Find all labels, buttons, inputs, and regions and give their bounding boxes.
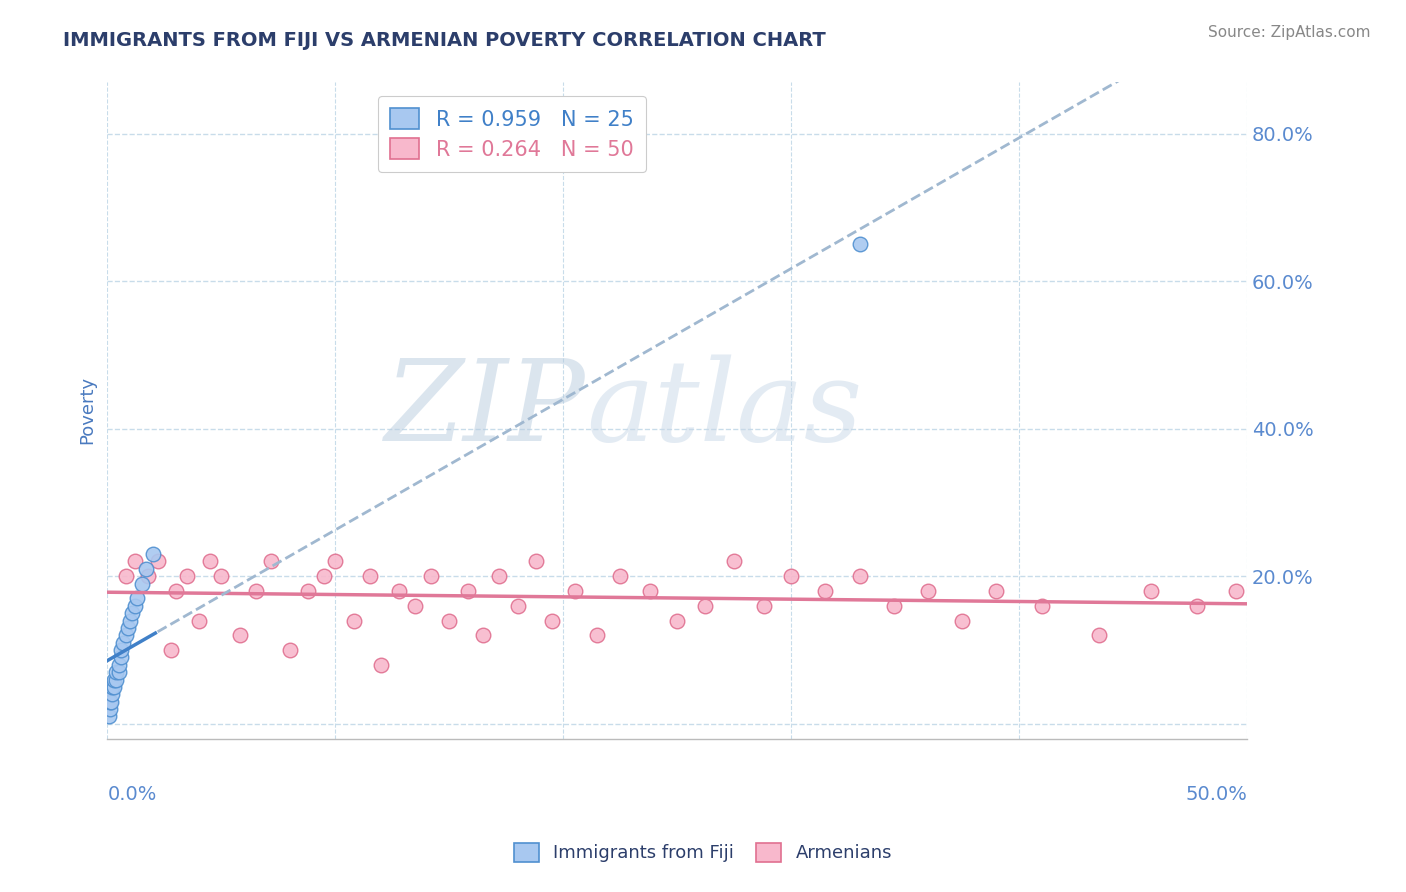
Point bbox=[98, 702, 121, 716]
Point bbox=[609, 569, 631, 583]
Point bbox=[986, 584, 1008, 599]
Point bbox=[260, 554, 283, 568]
Point bbox=[1225, 584, 1247, 599]
Point bbox=[917, 584, 939, 599]
Point bbox=[165, 584, 187, 599]
Text: 0.0%: 0.0% bbox=[107, 785, 156, 804]
Point bbox=[114, 569, 136, 583]
Point bbox=[297, 584, 319, 599]
Point bbox=[187, 614, 209, 628]
Point bbox=[97, 709, 120, 723]
Point bbox=[101, 687, 124, 701]
Point bbox=[1088, 628, 1111, 642]
Point bbox=[107, 665, 129, 680]
Point bbox=[780, 569, 803, 583]
Point bbox=[146, 554, 169, 568]
Text: ZIP: ZIP bbox=[385, 355, 586, 466]
Point bbox=[114, 628, 136, 642]
Point bbox=[883, 599, 905, 613]
Y-axis label: Poverty: Poverty bbox=[79, 376, 96, 444]
Point bbox=[245, 584, 267, 599]
Point bbox=[439, 614, 461, 628]
Point bbox=[131, 576, 153, 591]
Point bbox=[814, 584, 837, 599]
Point bbox=[278, 643, 301, 657]
Point bbox=[105, 665, 128, 680]
Point bbox=[420, 569, 443, 583]
Point bbox=[107, 657, 129, 672]
Point bbox=[388, 584, 411, 599]
Point bbox=[457, 584, 479, 599]
Point bbox=[506, 599, 529, 613]
Point bbox=[112, 635, 135, 649]
Text: atlas: atlas bbox=[586, 355, 862, 466]
Point bbox=[110, 643, 132, 657]
Text: 50.0%: 50.0% bbox=[1185, 785, 1247, 804]
Point bbox=[1031, 599, 1053, 613]
Point bbox=[752, 599, 775, 613]
Point bbox=[228, 628, 250, 642]
Point bbox=[404, 599, 426, 613]
Point bbox=[110, 650, 132, 665]
Point bbox=[359, 569, 381, 583]
Point bbox=[138, 569, 160, 583]
Point bbox=[342, 614, 364, 628]
Point bbox=[472, 628, 495, 642]
Point bbox=[950, 614, 973, 628]
Point bbox=[117, 621, 139, 635]
Point bbox=[209, 569, 232, 583]
Point bbox=[488, 569, 510, 583]
Point bbox=[1185, 599, 1208, 613]
Point bbox=[103, 680, 125, 694]
Point bbox=[586, 628, 609, 642]
Point bbox=[693, 599, 716, 613]
Point bbox=[101, 680, 124, 694]
Text: IMMIGRANTS FROM FIJI VS ARMENIAN POVERTY CORRELATION CHART: IMMIGRANTS FROM FIJI VS ARMENIAN POVERTY… bbox=[63, 31, 825, 50]
Point bbox=[142, 547, 165, 561]
Legend: Immigrants from Fiji, Armenians: Immigrants from Fiji, Armenians bbox=[506, 836, 900, 870]
Point bbox=[848, 237, 870, 252]
Point bbox=[135, 562, 157, 576]
Point bbox=[666, 614, 689, 628]
Point bbox=[323, 554, 346, 568]
Point bbox=[848, 569, 870, 583]
Point bbox=[370, 657, 392, 672]
Point bbox=[105, 673, 128, 687]
Point bbox=[160, 643, 183, 657]
Point bbox=[124, 554, 146, 568]
Point bbox=[124, 599, 146, 613]
Point bbox=[524, 554, 547, 568]
Point bbox=[100, 695, 122, 709]
Point bbox=[541, 614, 564, 628]
Point bbox=[120, 614, 142, 628]
Point bbox=[312, 569, 335, 583]
Point bbox=[638, 584, 661, 599]
Text: Source: ZipAtlas.com: Source: ZipAtlas.com bbox=[1208, 25, 1371, 40]
Point bbox=[125, 591, 148, 606]
Point bbox=[723, 554, 745, 568]
Point bbox=[121, 606, 143, 620]
Point bbox=[103, 673, 125, 687]
Point bbox=[198, 554, 221, 568]
Point bbox=[564, 584, 586, 599]
Legend: R = 0.959   N = 25, R = 0.264   N = 50: R = 0.959 N = 25, R = 0.264 N = 50 bbox=[378, 95, 647, 172]
Point bbox=[1140, 584, 1163, 599]
Point bbox=[176, 569, 198, 583]
Point bbox=[98, 695, 121, 709]
